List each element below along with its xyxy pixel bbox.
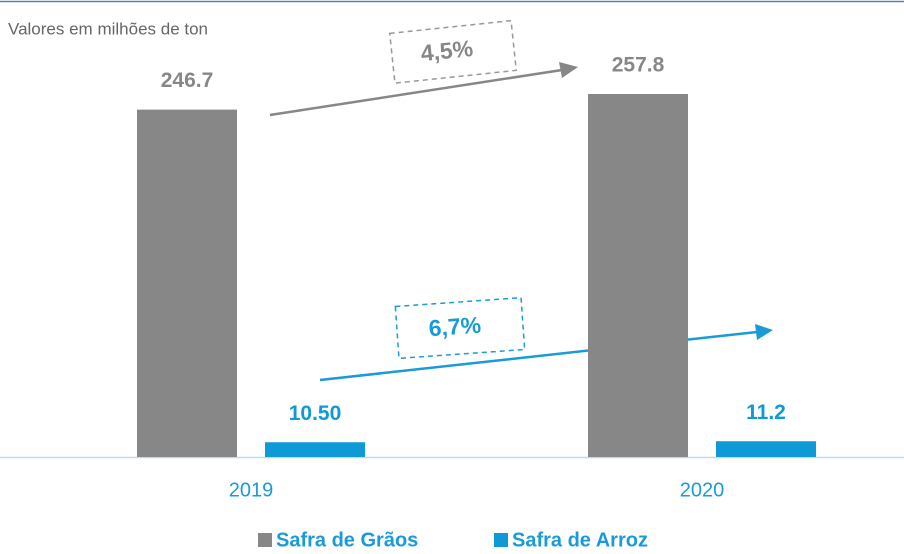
arrow-line (269, 68, 563, 117)
annotation-label: 4,5% (419, 35, 474, 66)
annotation-label: 6,7% (428, 312, 482, 342)
legend-swatch (494, 533, 508, 547)
annotation-box (388, 19, 518, 84)
data-label: 10.50 (289, 402, 342, 425)
data-label: 246.7 (161, 69, 214, 92)
x-tick-label: 2020 (680, 479, 725, 501)
bar (265, 442, 365, 457)
bar (137, 109, 237, 458)
annotation-rice: 6,7% (319, 296, 773, 382)
legend-label: Safra de Arroz (512, 529, 648, 551)
subtitle: Valores em milhões de ton (8, 19, 208, 38)
data-label: 11.2 (746, 401, 786, 424)
annotation-box (394, 296, 526, 360)
legend-label: Safra de Grãos (276, 529, 418, 551)
arrow-head (755, 324, 773, 340)
bar (588, 94, 688, 457)
arrow-line (319, 330, 758, 382)
legend-swatch (258, 533, 272, 547)
annotation-grains: 4,5% (269, 19, 578, 117)
data-label: 257.8 (612, 54, 665, 77)
bar (716, 441, 816, 457)
arrow-head (559, 62, 578, 78)
x-tick-label: 2019 (229, 479, 274, 501)
